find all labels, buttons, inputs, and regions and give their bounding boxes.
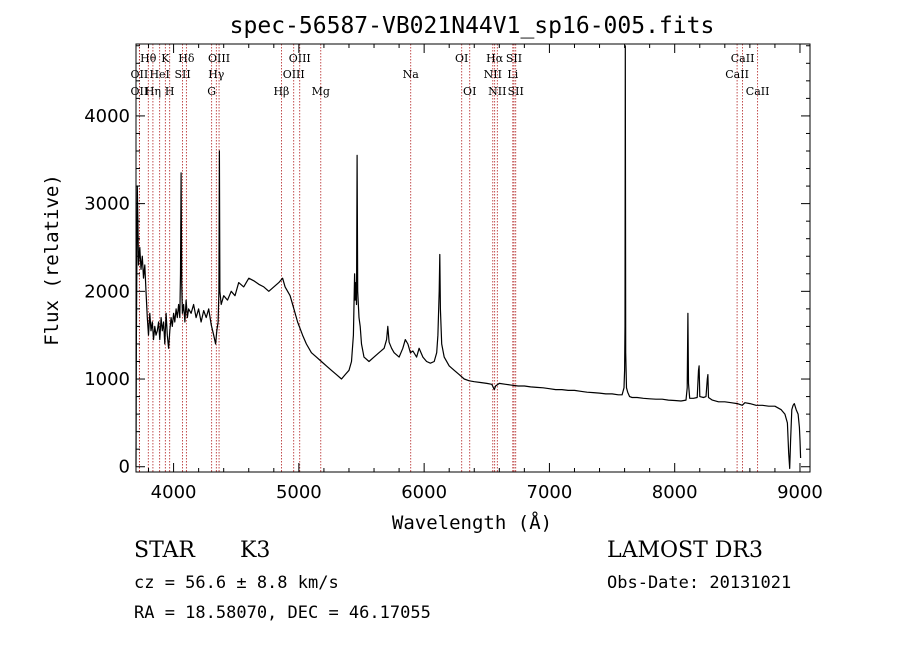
line-label: OIII [289,52,311,65]
line-label: NII [488,85,506,98]
x-tick-label: 9000 [777,482,823,503]
line-label: H [165,85,175,98]
line-label: Mg [312,85,330,98]
line-label: Li [507,68,518,81]
spectrum-line [135,45,802,470]
line-label: OI [455,52,468,65]
line-labels: Hθ OII OII K HeI Hη H Hδ SII OIII Hγ G OIII OIII Hβ Mg N… [131,52,770,98]
redshift-value: cz = 56.6 ± 8.8 km/s [134,573,339,593]
x-tick-label: 7000 [527,482,573,503]
x-tick-label: 5000 [276,482,322,503]
line-label: SII [174,68,190,81]
line-label: SII [508,85,524,98]
x-axis-label: Wavelength (Å) [392,511,552,534]
chart-title: spec-56587-VB021N44V1_sp16-005.fits [230,13,715,39]
line-label: Hη [145,85,161,98]
y-axis: 0 1000 2000 3000 4000 [84,45,810,478]
line-label: NII [484,68,502,81]
line-label: Hβ [273,85,289,98]
x-tick-label: 4000 [151,482,197,503]
line-label: Hδ [178,52,195,65]
line-label: OIII [283,68,305,81]
line-label: G [207,85,216,98]
x-tick-label: 8000 [652,482,698,503]
observation-date: Obs-Date: 20131021 [607,573,792,593]
sky-coordinates: RA = 18.58070, DEC = 46.17055 [134,603,431,623]
plot-frame [135,43,811,473]
line-label: OII [131,68,149,81]
line-label: K [161,52,170,65]
line-label: CaII [725,68,749,81]
object-class: STAR [134,538,195,563]
line-label: CaII [731,52,755,65]
y-tick-label: 0 [119,457,130,478]
line-label: OII [131,85,149,98]
line-label: Hγ [208,68,225,81]
survey-name: LAMOST DR3 [607,538,763,563]
line-label: SII [506,52,522,65]
line-label: OI [463,85,476,98]
line-label: Hθ [140,52,157,65]
x-axis: 4000 5000 6000 7000 8000 9000 [148,44,823,503]
y-tick-label: 4000 [84,106,130,127]
line-label: CaII [746,85,770,98]
line-markers [138,44,759,472]
y-axis-label: Flux (relative) [41,174,63,346]
line-label: Na [403,68,420,81]
y-tick-label: 3000 [84,194,130,215]
object-subclass: K3 [240,538,271,563]
y-tick-label: 1000 [84,369,130,390]
x-tick-label: 6000 [401,482,447,503]
line-label: OIII [208,52,230,65]
y-tick-label: 2000 [84,281,130,302]
line-label: HeI [149,68,169,81]
line-label: Hα [486,52,504,65]
